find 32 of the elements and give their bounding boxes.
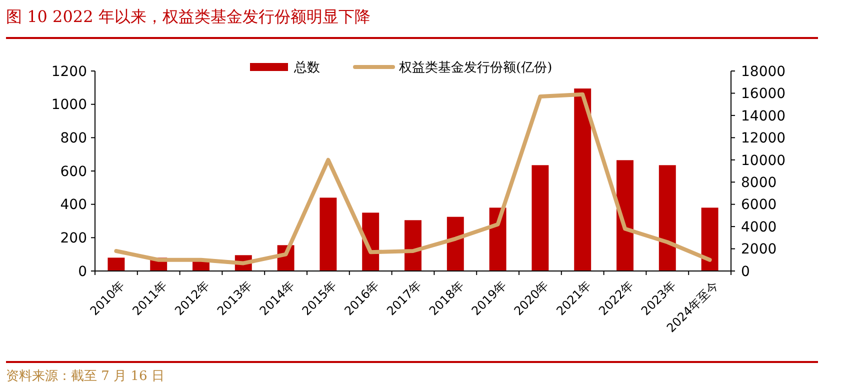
y-tick-label: 1200	[51, 64, 87, 80]
bar	[658, 165, 676, 271]
y2-tick-label: 14000	[741, 108, 786, 124]
y2-tick-label: 8000	[741, 175, 777, 192]
line-series	[114, 92, 712, 266]
chart-title: 图 10 2022 年以来，权益类基金发行份额明显下降	[6, 7, 370, 26]
bar	[574, 88, 592, 271]
y-tick-label: 0	[78, 264, 87, 280]
y-tick-label: 800	[60, 130, 87, 147]
bar	[532, 165, 549, 271]
bar	[616, 160, 634, 271]
y2-tick-label: 12000	[741, 130, 786, 147]
y2-tick-label: 0	[741, 264, 750, 280]
y-tick-label: 400	[60, 197, 87, 214]
bar	[108, 258, 125, 271]
legend-label: 总数	[293, 60, 320, 76]
y2-tick-label: 18000	[741, 64, 786, 80]
bar	[489, 208, 506, 271]
y2-tick-label: 16000	[741, 86, 786, 102]
bar	[701, 208, 718, 271]
y2-tick-label: 2000	[741, 242, 777, 258]
y-tick-label: 1000	[51, 97, 87, 114]
legend-label: 权益类基金发行份额(亿份)	[398, 60, 552, 76]
bar	[404, 220, 422, 271]
y2-tick-label: 6000	[741, 197, 777, 214]
bar	[446, 216, 464, 271]
text: 资料来源：截至 7 月 16 日	[6, 369, 164, 384]
y2-tick-label: 10000	[741, 152, 786, 169]
y2-tick-label: 4000	[741, 219, 777, 236]
y-tick-label: 200	[60, 230, 87, 247]
bar	[320, 198, 337, 271]
y-tick-label: 600	[60, 164, 87, 180]
